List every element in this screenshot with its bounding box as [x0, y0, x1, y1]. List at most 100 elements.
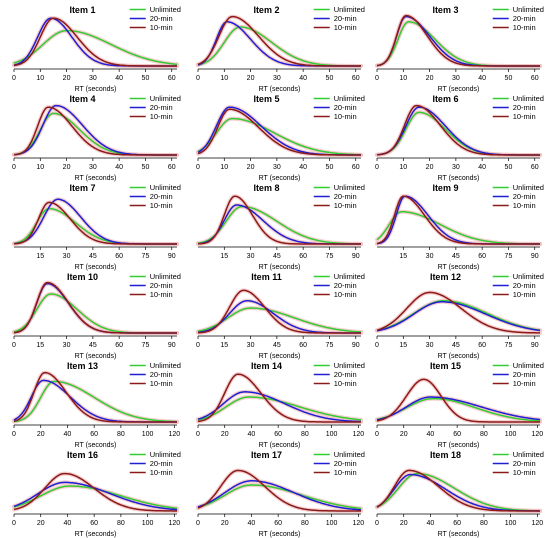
x-tick-label: 30	[89, 75, 97, 82]
x-axis-label: RT (seconds)	[259, 264, 301, 271]
legend-label: Unlimited	[513, 183, 544, 192]
series-line-10-min	[13, 106, 177, 156]
x-tick-label: 30	[63, 342, 71, 349]
series-line-10-min	[14, 201, 177, 245]
x-tick-label: 0	[375, 164, 379, 171]
legend-label: 10-min	[334, 201, 357, 210]
x-tick-label: 0	[196, 75, 200, 82]
series-line-10-min	[13, 281, 177, 334]
panel-item-3: 0 10 20 30 40 50 60 RT (seconds) Item 3 Unlimited…	[375, 5, 544, 93]
x-axis-label: RT (seconds)	[259, 531, 301, 538]
legend-label: 20-min	[513, 459, 536, 468]
x-tick-label: 60	[531, 75, 539, 82]
series-line-unlimited	[197, 117, 362, 156]
legend-label: 10-min	[513, 201, 536, 210]
legend-label: 10-min	[150, 201, 173, 210]
panel-item-5: 0 10 20 30 40 50 60 RT (seconds) Item 5 Unlimited…	[196, 94, 365, 182]
legend-label: 20-min	[334, 192, 357, 201]
x-tick-label: 50	[142, 75, 150, 82]
panel-item-6: 0 10 20 30 40 50 60 RT (seconds) Item 6 Unlimited…	[375, 94, 544, 182]
x-tick-label: 90	[352, 342, 360, 349]
x-axis-label: RT (seconds)	[75, 175, 117, 182]
panel-title: Item 5	[253, 94, 279, 104]
x-tick-label: 30	[426, 253, 434, 260]
legend-label: 20-min	[513, 192, 536, 201]
x-tick-label: 10	[399, 164, 407, 171]
series-line-unlimited	[197, 484, 362, 510]
x-tick-label: 20	[221, 520, 229, 527]
legend-label: 10-min	[334, 23, 357, 32]
legend-label: 20-min	[150, 14, 173, 23]
x-tick-label: 0	[12, 342, 16, 349]
x-tick-label: 40	[478, 164, 486, 171]
x-tick-label: 50	[505, 75, 513, 82]
x-axis-label: RT (seconds)	[438, 175, 480, 182]
panel-title: Item 3	[432, 5, 458, 15]
legend-label: 20-min	[150, 281, 173, 290]
x-tick-label: 30	[247, 342, 255, 349]
panel-item-16: 0 20 40 60 80 100 120 RT (seconds) Item 16 Unlimi…	[12, 450, 181, 538]
x-tick-label: 30	[452, 164, 460, 171]
series-line-10-min	[197, 289, 361, 334]
x-tick-label: 0	[375, 75, 379, 82]
x-tick-label: 60	[274, 520, 282, 527]
x-tick-label: 20	[63, 75, 71, 82]
x-tick-label: 0	[12, 164, 16, 171]
x-tick-label: 15	[399, 253, 407, 260]
x-tick-label: 20	[400, 520, 408, 527]
legend-label: 20-min	[334, 281, 357, 290]
legend-label: 20-min	[334, 103, 357, 112]
x-tick-label: 0	[196, 431, 200, 438]
x-tick-label: 30	[89, 164, 97, 171]
x-tick-label: 90	[168, 342, 176, 349]
legend-label: Unlimited	[334, 361, 365, 370]
legend-label: Unlimited	[334, 450, 365, 459]
x-tick-label: 10	[220, 75, 228, 82]
x-tick-label: 60	[168, 75, 176, 82]
legend-label: 10-min	[513, 379, 536, 388]
panel-item-12: 0 15 30 45 60 75 90 RT (seconds) Item 12 Unlimite…	[375, 272, 544, 360]
x-tick-label: 60	[90, 520, 98, 527]
panel-title: Item 11	[251, 272, 282, 282]
x-tick-label: 45	[89, 253, 97, 260]
x-tick-label: 60	[299, 342, 307, 349]
legend-label: Unlimited	[513, 94, 544, 103]
x-axis-label: RT (seconds)	[259, 86, 301, 93]
x-tick-label: 15	[36, 253, 44, 260]
panel-title: Item 7	[69, 183, 95, 193]
legend-label: 10-min	[513, 112, 536, 121]
panel-title: Item 1	[69, 5, 95, 15]
series-line-10-min	[376, 378, 540, 423]
x-tick-label: 50	[326, 75, 334, 82]
x-tick-label: 80	[301, 431, 309, 438]
x-tick-label: 0	[196, 520, 200, 527]
series-line-10-min	[376, 469, 540, 512]
legend-label: 10-min	[334, 290, 357, 299]
legend-label: 20-min	[334, 14, 357, 23]
x-tick-label: 30	[273, 75, 281, 82]
x-axis-label: RT (seconds)	[75, 531, 117, 538]
panel-item-11: 0 15 30 45 60 75 90 RT (seconds) Item 11 Unlimite…	[196, 272, 365, 360]
legend-label: Unlimited	[513, 450, 544, 459]
x-tick-label: 60	[453, 431, 461, 438]
panel-item-2: 0 10 20 30 40 50 60 RT (seconds) Item 2 Unlimited…	[196, 5, 365, 93]
x-tick-label: 60	[531, 164, 539, 171]
x-tick-label: 20	[426, 75, 434, 82]
legend-label: Unlimited	[150, 272, 181, 281]
x-tick-label: 30	[63, 253, 71, 260]
series-line-10-min	[13, 371, 177, 423]
legend-label: 10-min	[513, 23, 536, 32]
x-tick-label: 75	[505, 253, 513, 260]
panel-title: Item 13	[67, 361, 98, 371]
x-tick-label: 60	[274, 431, 282, 438]
x-tick-label: 120	[168, 520, 180, 527]
legend-label: Unlimited	[334, 183, 365, 192]
x-tick-label: 0	[12, 75, 16, 82]
panel-title: Item 18	[430, 450, 461, 460]
panel-item-1: 0 10 20 30 40 50 60 RT (seconds) Item 1 Unlimited…	[12, 5, 181, 93]
x-axis-label: RT (seconds)	[438, 264, 480, 271]
x-axis-label: RT (seconds)	[438, 442, 480, 449]
series-line-10-min	[13, 17, 177, 67]
panel-item-15: 0 20 40 60 80 100 120 RT (seconds) Item 15 Unlimi…	[375, 361, 544, 449]
x-tick-label: 30	[247, 253, 255, 260]
